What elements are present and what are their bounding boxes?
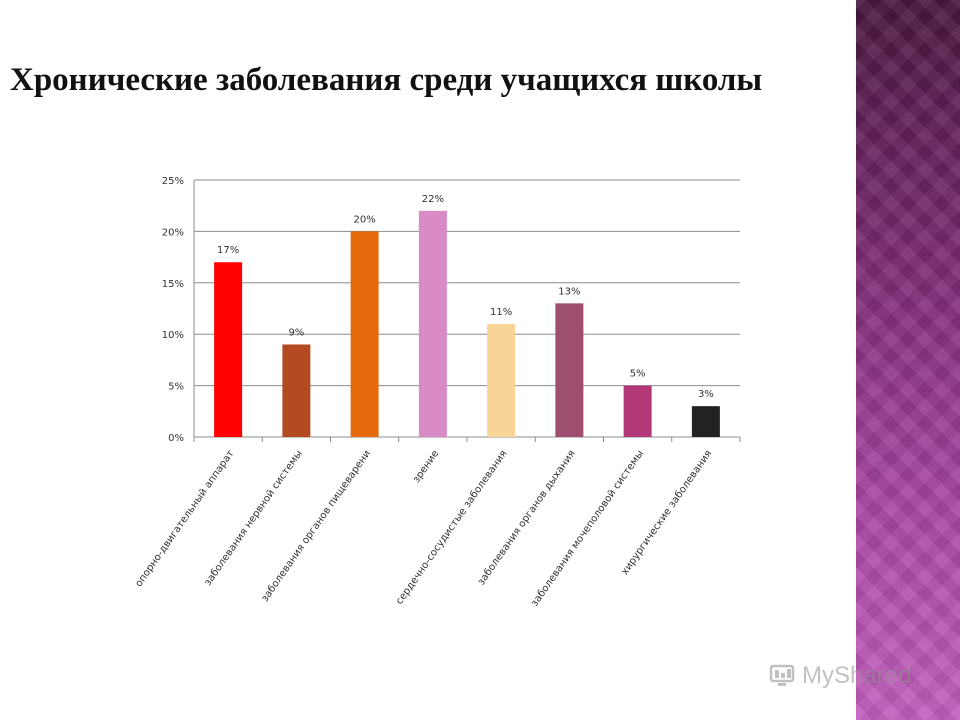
x-category-label: сердечно-сосудистые заболевания: [394, 448, 509, 606]
data-label: 9%: [288, 327, 304, 338]
bar: [214, 262, 243, 437]
data-label: 3%: [698, 389, 714, 400]
y-tick-label: 0%: [168, 433, 184, 444]
data-label: 11%: [490, 307, 512, 318]
data-label: 17%: [217, 245, 239, 256]
decorative-side-bar: [856, 0, 960, 720]
data-label: 22%: [422, 194, 444, 205]
watermark: MyShared: [768, 658, 938, 694]
y-tick-label: 15%: [162, 279, 184, 290]
data-label: 5%: [630, 369, 646, 380]
x-category-label: зрение: [411, 448, 441, 485]
bar: [691, 406, 720, 437]
bar: [623, 385, 652, 437]
x-category-label: заболевания мочеполовой системы: [529, 448, 646, 608]
data-label: 20%: [354, 214, 376, 225]
x-category-label: заболевания органов пищеварени: [260, 448, 374, 604]
bar: [418, 210, 447, 437]
bar: [487, 323, 516, 437]
y-tick-label: 10%: [162, 330, 184, 341]
bar: [282, 344, 311, 437]
bar: [350, 231, 379, 437]
watermark-logo-icon: [769, 664, 795, 686]
bar-chart: 0%5%10%15%20%25%17%опорно-двигательный а…: [133, 176, 741, 609]
y-tick-label: 20%: [162, 227, 184, 238]
watermark-text: MyShared: [802, 662, 912, 689]
data-label: 13%: [558, 286, 580, 297]
bar: [555, 303, 584, 437]
slide-title: Хронические заболевания среди учащихся ш…: [10, 62, 763, 98]
y-tick-label: 5%: [168, 382, 184, 393]
y-tick-label: 25%: [162, 176, 184, 187]
